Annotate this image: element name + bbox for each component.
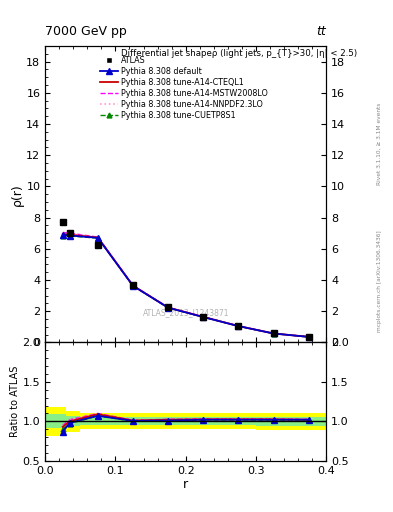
Text: Differential jet shapeρ (light jets, p_{T}>30, |η| < 2.5): Differential jet shapeρ (light jets, p_{… [121, 49, 357, 58]
Pythia 8.308 tune-A14-CTEQL1 [306, 334, 311, 340]
Pythia 8.308 tune-A14-MSTW2008LO [236, 323, 241, 329]
Pythia 8.308 default [95, 235, 100, 241]
Pythia 8.308 tune-A14-NNPDF2.3LO [166, 305, 171, 311]
ATLAS [68, 230, 72, 236]
Pythia 8.308 tune-A14-MSTW2008LO [306, 334, 311, 340]
Pythia 8.308 default [271, 330, 276, 336]
Line: Pythia 8.308 tune-CUETP8S1: Pythia 8.308 tune-CUETP8S1 [61, 233, 311, 339]
Text: ATLAS_2013_I1243871: ATLAS_2013_I1243871 [142, 308, 229, 317]
Pythia 8.308 tune-CUETP8S1 [306, 334, 311, 340]
ATLAS [306, 334, 311, 340]
Pythia 8.308 tune-CUETP8S1 [61, 232, 65, 239]
Pythia 8.308 tune-A14-CTEQL1 [236, 323, 241, 329]
Pythia 8.308 tune-A14-NNPDF2.3LO [271, 330, 276, 336]
Pythia 8.308 tune-CUETP8S1 [95, 235, 100, 241]
Y-axis label: Ratio to ATLAS: Ratio to ATLAS [10, 366, 20, 437]
Pythia 8.308 default [166, 305, 171, 311]
Pythia 8.308 tune-A14-NNPDF2.3LO [68, 231, 72, 237]
Pythia 8.308 tune-CUETP8S1 [236, 323, 241, 329]
Pythia 8.308 tune-A14-MSTW2008LO [201, 314, 206, 320]
ATLAS [95, 242, 100, 248]
Pythia 8.308 tune-A14-CTEQL1 [201, 314, 206, 320]
Y-axis label: ρ(r): ρ(r) [11, 183, 24, 206]
Pythia 8.308 tune-A14-CTEQL1 [95, 234, 100, 241]
Pythia 8.308 default [236, 323, 241, 329]
ATLAS [271, 330, 276, 336]
Pythia 8.308 tune-A14-NNPDF2.3LO [236, 323, 241, 329]
Pythia 8.308 tune-CUETP8S1 [130, 283, 135, 289]
Text: mcplots.cern.ch [arXiv:1306.3436]: mcplots.cern.ch [arXiv:1306.3436] [377, 231, 382, 332]
Pythia 8.308 tune-A14-MSTW2008LO [68, 230, 72, 236]
Pythia 8.308 tune-CUETP8S1 [68, 233, 72, 239]
Line: Pythia 8.308 tune-A14-MSTW2008LO: Pythia 8.308 tune-A14-MSTW2008LO [63, 232, 309, 337]
Pythia 8.308 tune-A14-NNPDF2.3LO [201, 314, 206, 320]
Pythia 8.308 default [61, 231, 65, 238]
Pythia 8.308 default [68, 232, 72, 239]
Text: Rivet 3.1.10, ≥ 3.1M events: Rivet 3.1.10, ≥ 3.1M events [377, 102, 382, 184]
Pythia 8.308 tune-A14-MSTW2008LO [271, 330, 276, 336]
Pythia 8.308 default [306, 334, 311, 340]
Pythia 8.308 tune-A14-MSTW2008LO [130, 282, 135, 288]
Pythia 8.308 tune-A14-NNPDF2.3LO [130, 283, 135, 289]
Pythia 8.308 default [130, 283, 135, 289]
Pythia 8.308 tune-CUETP8S1 [271, 330, 276, 336]
Text: 7000 GeV pp: 7000 GeV pp [45, 26, 127, 38]
ATLAS [61, 219, 65, 225]
Pythia 8.308 tune-A14-MSTW2008LO [61, 229, 65, 236]
Pythia 8.308 tune-CUETP8S1 [201, 314, 206, 320]
ATLAS [130, 282, 135, 288]
Line: Pythia 8.308 default: Pythia 8.308 default [60, 232, 311, 339]
Pythia 8.308 tune-A14-NNPDF2.3LO [306, 334, 311, 340]
Pythia 8.308 tune-A14-CTEQL1 [68, 231, 72, 238]
Pythia 8.308 tune-A14-NNPDF2.3LO [95, 234, 100, 241]
ATLAS [236, 323, 241, 329]
Text: tt: tt [316, 26, 326, 38]
Pythia 8.308 tune-CUETP8S1 [166, 305, 171, 311]
Pythia 8.308 tune-A14-NNPDF2.3LO [61, 230, 65, 236]
Legend: ATLAS, Pythia 8.308 default, Pythia 8.308 tune-A14-CTEQL1, Pythia 8.308 tune-A14: ATLAS, Pythia 8.308 default, Pythia 8.30… [100, 56, 268, 120]
Line: Pythia 8.308 tune-A14-CTEQL1: Pythia 8.308 tune-A14-CTEQL1 [63, 234, 309, 337]
Line: ATLAS: ATLAS [60, 219, 312, 340]
Pythia 8.308 tune-A14-CTEQL1 [166, 305, 171, 311]
ATLAS [166, 304, 171, 310]
Pythia 8.308 tune-A14-CTEQL1 [130, 283, 135, 289]
Line: Pythia 8.308 tune-A14-NNPDF2.3LO: Pythia 8.308 tune-A14-NNPDF2.3LO [63, 233, 309, 337]
X-axis label: r: r [183, 478, 188, 492]
Pythia 8.308 default [201, 314, 206, 320]
ATLAS [201, 313, 206, 319]
Pythia 8.308 tune-A14-CTEQL1 [271, 330, 276, 336]
Pythia 8.308 tune-A14-CTEQL1 [61, 231, 65, 237]
Pythia 8.308 tune-A14-MSTW2008LO [95, 234, 100, 240]
Pythia 8.308 tune-A14-MSTW2008LO [166, 304, 171, 310]
